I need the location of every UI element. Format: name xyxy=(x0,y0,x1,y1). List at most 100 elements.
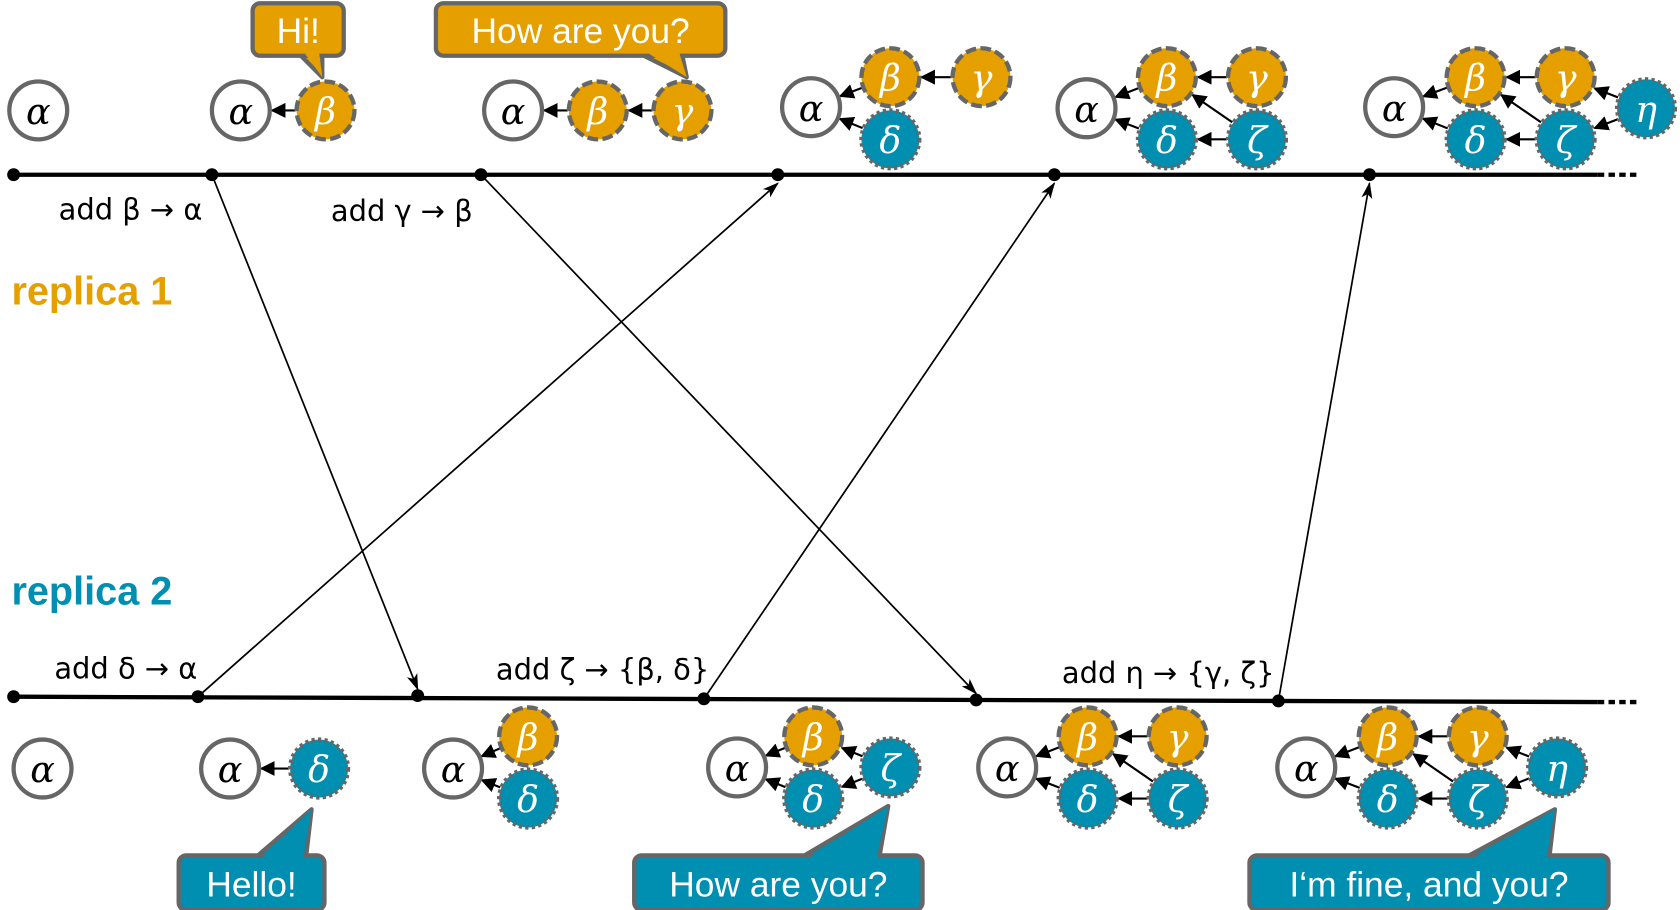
node-a: α xyxy=(199,737,262,800)
node-circle xyxy=(1135,46,1198,109)
dependency-edge xyxy=(1593,86,1619,101)
node-label: β xyxy=(801,716,824,759)
node-a: α xyxy=(421,737,485,800)
dependency-edge xyxy=(1034,776,1060,791)
node-circle xyxy=(1146,705,1209,768)
node-label: α xyxy=(1294,747,1319,790)
operation-label: add γ → β xyxy=(331,194,473,228)
dependency-edge xyxy=(1412,753,1454,783)
bubble-text: Hi! xyxy=(277,12,320,51)
node-circle xyxy=(294,79,357,142)
message-arrow xyxy=(211,174,419,691)
node-circle xyxy=(1614,77,1678,140)
node-circle xyxy=(1056,767,1119,830)
node-z: ζ xyxy=(1146,767,1209,830)
event-dot xyxy=(1363,168,1376,182)
dependency-edge xyxy=(764,743,786,758)
dependency-edge xyxy=(840,746,863,760)
node-label: β xyxy=(585,90,608,133)
message-arrow xyxy=(480,174,978,695)
node-label: ζ xyxy=(1468,778,1490,821)
node-label: α xyxy=(501,90,526,133)
dependency-edge xyxy=(1499,93,1542,124)
event-dot xyxy=(771,168,785,182)
node-label: β xyxy=(1075,716,1098,759)
node-label: β xyxy=(1463,57,1486,100)
dependency-edge xyxy=(1333,776,1361,791)
dependency-edge xyxy=(838,116,863,131)
speech-bubble: Hello! xyxy=(176,807,327,910)
node-d: δ xyxy=(1444,108,1507,171)
node-circle xyxy=(209,79,272,142)
node-label: γ xyxy=(1167,716,1189,759)
node-b: β xyxy=(859,46,922,109)
node-label: δ xyxy=(1465,119,1487,162)
dependency-edge xyxy=(1421,84,1448,99)
operation-label: add η → {γ, ζ} xyxy=(1062,656,1275,690)
dependency-edge xyxy=(1333,744,1361,759)
node-g: γ xyxy=(1225,46,1289,109)
node-circle xyxy=(1135,108,1198,171)
node-label: α xyxy=(799,87,824,130)
node-label: α xyxy=(229,90,254,133)
event-dot xyxy=(7,690,21,704)
node-circle xyxy=(1444,46,1507,109)
replica-2-state-3: α βδ ζ xyxy=(706,705,922,830)
node-circle xyxy=(421,737,485,800)
node-z: ζ xyxy=(1446,767,1509,830)
node-g: γ xyxy=(1534,46,1597,109)
replica-2-state-5: α β γ δ ζ η xyxy=(1275,705,1589,830)
node-label: β xyxy=(1154,57,1177,100)
dependency-edge xyxy=(764,777,786,792)
node-circle xyxy=(1356,767,1419,830)
node-a: α xyxy=(7,79,70,142)
node-a: α xyxy=(1055,77,1118,140)
messages xyxy=(197,174,1373,702)
replica-2-state-0: α xyxy=(11,737,74,800)
dependency-edge xyxy=(1421,116,1449,131)
timelines xyxy=(7,168,1641,708)
event-dot xyxy=(969,693,983,707)
bubble-body xyxy=(176,853,327,910)
bubble-body xyxy=(250,1,346,58)
node-circle xyxy=(651,79,714,142)
node-b: β xyxy=(1135,46,1198,109)
node-z: ζ xyxy=(1534,108,1597,171)
node-circle xyxy=(1446,767,1509,830)
node-circle xyxy=(1363,76,1426,139)
node-d: δ xyxy=(1135,108,1198,171)
node-a: α xyxy=(1275,736,1338,799)
node-a: α xyxy=(482,79,545,142)
dependency-edge xyxy=(1191,93,1233,124)
dependency-edge xyxy=(1505,775,1530,790)
replica-2-state-4: α β γ δ ζ xyxy=(976,705,1209,830)
node-label: γ xyxy=(1555,57,1577,100)
dependency-edge xyxy=(1111,753,1154,783)
node-label: η xyxy=(1546,747,1568,790)
node-circle xyxy=(859,108,922,171)
replica-2-timeline xyxy=(13,694,1598,705)
node-b: β xyxy=(497,705,560,768)
node-circle xyxy=(1534,46,1597,109)
node-circle xyxy=(1444,108,1507,171)
dependency-edge xyxy=(838,84,863,99)
dependency-edge xyxy=(1593,116,1619,131)
node-label: α xyxy=(218,748,243,791)
node-label: γ xyxy=(672,90,694,133)
node-label: δ xyxy=(1077,778,1099,821)
node-z: ζ xyxy=(859,736,922,799)
node-circle xyxy=(1225,46,1289,109)
node-circle xyxy=(859,46,922,109)
node-circle xyxy=(1146,767,1209,830)
node-circle xyxy=(706,736,769,799)
labels: replica 1 replica 2 add β → α add γ → β … xyxy=(11,193,1274,690)
node-circle xyxy=(7,79,70,142)
node-circle xyxy=(976,736,1039,799)
node-circle xyxy=(859,736,922,799)
node-circle xyxy=(1534,108,1597,171)
bubble-tail-fill xyxy=(304,52,323,78)
dependency-edge xyxy=(1034,744,1060,759)
